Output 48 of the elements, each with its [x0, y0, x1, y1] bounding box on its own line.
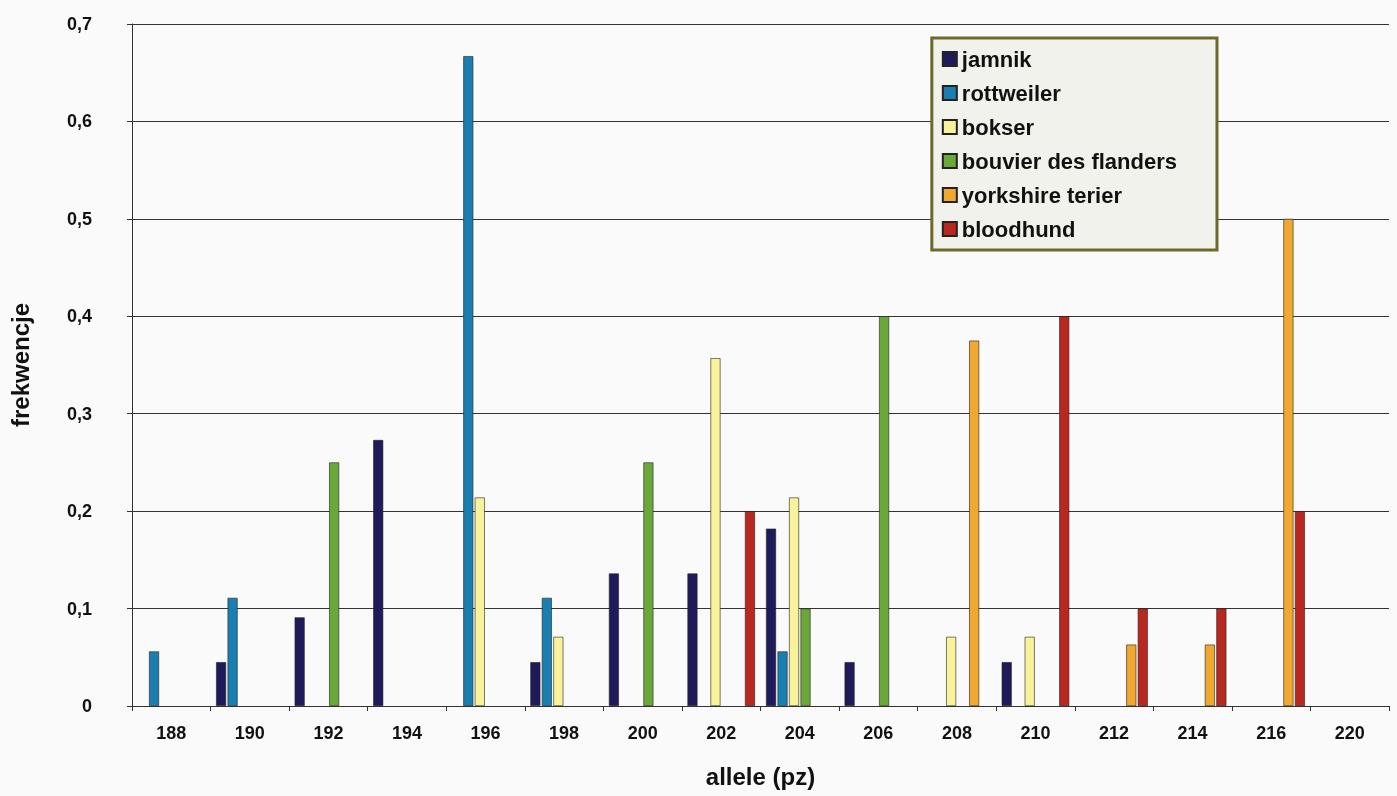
x-axis-title: allele (pz)	[705, 762, 816, 790]
x-tick-label: 210	[1020, 723, 1051, 743]
bar	[710, 358, 721, 706]
x-tick-label: 198	[549, 723, 580, 743]
bar	[149, 651, 160, 706]
legend-label: jamnik	[960, 46, 1033, 72]
y-tick-label: 0,6	[66, 111, 92, 132]
bar	[879, 316, 890, 706]
bar	[946, 636, 957, 706]
y-tick-label: 0,7	[66, 14, 92, 34]
y-tick-label: 0	[81, 696, 92, 716]
x-tick-label: 204	[784, 723, 815, 743]
bar	[687, 573, 698, 706]
y-tick-label: 0,3	[66, 403, 92, 424]
bar	[969, 340, 980, 706]
bar	[1001, 662, 1012, 706]
bar	[608, 573, 619, 706]
x-tick-label: 208	[941, 723, 972, 743]
y-tick-label: 0,4	[66, 306, 92, 327]
legend-label: bloodhund	[961, 216, 1076, 242]
y-tick-label: 0,2	[66, 501, 92, 522]
bar	[373, 440, 384, 706]
bar	[294, 617, 305, 706]
bar	[744, 511, 755, 706]
x-tick-label: 214	[1177, 723, 1208, 743]
bar	[643, 462, 654, 706]
x-tick-label: 220	[1334, 723, 1365, 743]
x-tick-label: 190	[234, 723, 265, 743]
y-tick-label: 0,5	[66, 208, 92, 229]
legend-label: yorkshire terier	[961, 182, 1123, 208]
x-tick-label: 192	[313, 723, 344, 743]
bar	[1059, 316, 1070, 706]
bar	[1024, 636, 1035, 706]
x-tick-label: 216	[1256, 723, 1287, 743]
x-tick-label: 206	[863, 723, 894, 743]
bar	[844, 662, 855, 706]
x-tick-label: 194	[391, 723, 422, 743]
x-tick-label: 196	[470, 723, 501, 743]
y-tick-label: 0,1	[66, 598, 92, 619]
legend-label: rottweiler	[961, 80, 1062, 106]
x-tick-label: 202	[706, 723, 737, 743]
x-tick-label: 212	[1099, 723, 1130, 743]
legend-label: bokser	[961, 114, 1035, 140]
legend-label: bouvier des flanders	[961, 148, 1178, 174]
x-tick-label: 200	[627, 723, 658, 743]
y-axis-title: frekwencje	[6, 302, 34, 428]
x-tick-label: 188	[156, 723, 187, 743]
bar	[329, 462, 340, 706]
